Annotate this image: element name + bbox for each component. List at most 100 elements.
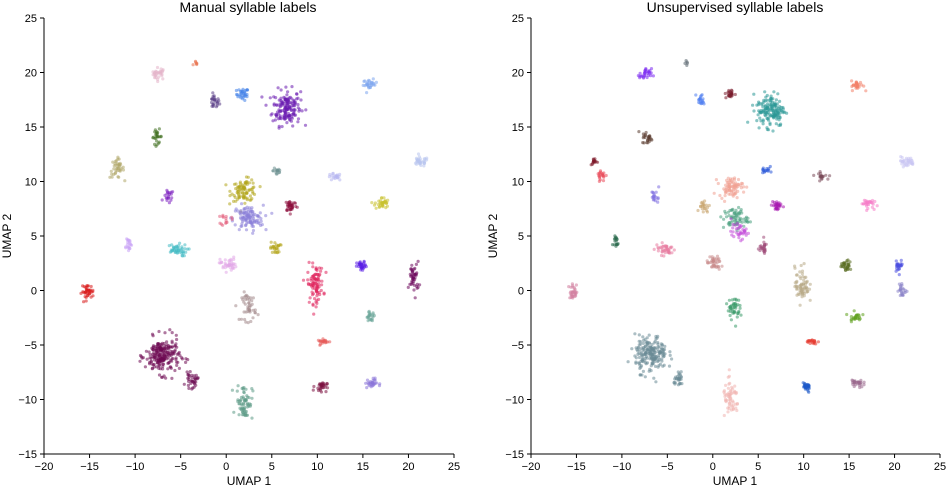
data-point — [633, 354, 637, 358]
data-point — [248, 198, 252, 202]
data-point — [324, 383, 328, 387]
data-point — [410, 263, 414, 267]
right-panel-title: Unsupervised syllable labels — [647, 0, 824, 15]
data-point — [699, 201, 704, 205]
data-point — [711, 263, 715, 267]
data-point — [733, 186, 737, 190]
cluster-16 — [218, 213, 234, 227]
data-point — [723, 91, 727, 96]
data-point — [324, 270, 328, 274]
data-point — [668, 350, 672, 354]
data-point — [157, 373, 162, 377]
x-tick-label: −5 — [661, 461, 674, 473]
data-point — [729, 318, 734, 322]
data-point — [221, 215, 225, 219]
data-point — [270, 211, 274, 215]
data-point — [157, 127, 161, 131]
data-point — [708, 255, 712, 259]
data-point — [311, 302, 315, 306]
data-point — [186, 358, 190, 362]
data-point — [166, 196, 170, 200]
data-point — [316, 388, 321, 393]
cluster-23 — [301, 260, 328, 316]
data-point — [409, 267, 413, 271]
data-point — [157, 358, 161, 362]
data-point — [676, 370, 680, 374]
data-point — [169, 248, 173, 252]
data-point — [277, 126, 281, 130]
data-point — [212, 94, 216, 98]
data-point — [761, 122, 765, 126]
data-point — [277, 170, 282, 174]
data-point — [149, 356, 153, 360]
data-point — [225, 264, 229, 269]
data-point — [251, 308, 255, 312]
cluster-31 — [626, 332, 674, 384]
data-point — [731, 400, 735, 404]
data-point — [269, 240, 273, 244]
data-point — [636, 346, 640, 350]
data-point — [862, 84, 866, 88]
data-point — [674, 375, 678, 379]
data-point — [148, 362, 152, 366]
data-point — [258, 185, 262, 189]
data-point — [214, 105, 218, 109]
data-point — [727, 374, 732, 378]
data-point — [311, 286, 315, 290]
data-point — [641, 335, 645, 339]
data-point — [289, 108, 293, 112]
data-point — [368, 313, 372, 317]
y-tick-label: −10 — [505, 395, 524, 407]
data-point — [365, 378, 370, 382]
data-point — [756, 113, 760, 117]
data-point — [178, 354, 182, 358]
data-point — [320, 279, 324, 283]
data-point — [89, 295, 93, 299]
data-point — [377, 205, 381, 209]
data-point — [659, 253, 664, 258]
data-point — [765, 93, 769, 98]
data-point — [361, 83, 365, 87]
data-point — [660, 241, 664, 245]
data-point — [847, 264, 851, 268]
data-point — [239, 395, 243, 400]
y-tick-label: 25 — [25, 13, 37, 25]
data-point — [228, 202, 232, 206]
cluster-22 — [406, 259, 422, 300]
cluster-30 — [805, 338, 821, 346]
data-point — [843, 266, 847, 270]
data-point — [211, 104, 215, 108]
data-point — [723, 199, 727, 203]
data-point — [289, 119, 293, 123]
data-point — [799, 286, 803, 290]
data-point — [91, 290, 95, 294]
data-point — [380, 203, 385, 207]
cluster-33 — [722, 368, 740, 418]
data-point — [910, 159, 914, 163]
data-point — [656, 246, 660, 250]
data-point — [311, 261, 315, 265]
data-point — [729, 217, 733, 221]
data-point — [143, 365, 147, 369]
data-point — [84, 285, 88, 289]
data-point — [658, 362, 663, 366]
data-point — [758, 248, 762, 253]
data-point — [727, 94, 732, 98]
data-point — [382, 196, 386, 200]
data-point — [283, 117, 287, 121]
data-point — [243, 413, 247, 417]
data-point — [228, 189, 232, 193]
cluster-24 — [839, 258, 853, 272]
data-point — [724, 215, 729, 219]
data-point — [170, 243, 174, 247]
data-point — [224, 214, 228, 219]
cluster-1 — [636, 67, 656, 80]
x-tick-label: 25 — [448, 461, 460, 473]
data-point — [81, 290, 85, 294]
data-point — [240, 222, 244, 226]
y-tick-label: 5 — [518, 231, 524, 243]
data-point — [283, 103, 287, 108]
data-point — [319, 288, 323, 293]
data-point — [303, 123, 308, 127]
data-point — [189, 381, 193, 385]
